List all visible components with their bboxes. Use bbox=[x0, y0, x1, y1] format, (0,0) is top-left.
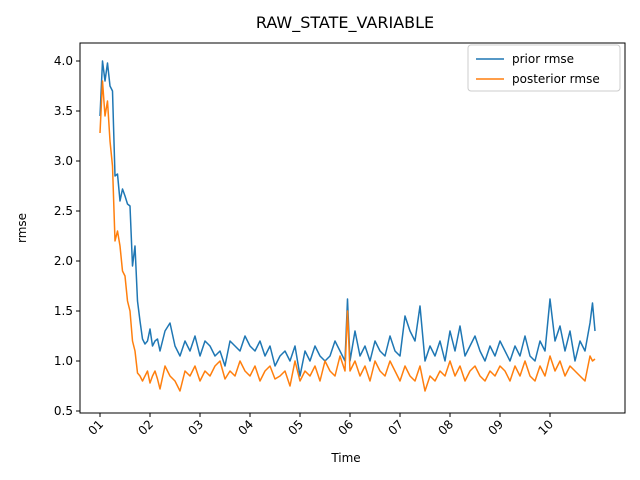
series-line-prior-rmse bbox=[99, 60, 596, 377]
x-tick-label: 05 bbox=[285, 417, 306, 438]
x-tick-label: 02 bbox=[135, 417, 156, 438]
series-layer bbox=[99, 60, 596, 392]
y-axis: 0.5 1.0 1.5 2.0 2.5 3.0 3.5 4.0 bbox=[54, 54, 80, 418]
y-axis-label: rmse bbox=[15, 213, 29, 243]
y-tick-label: 1.0 bbox=[54, 354, 73, 368]
series-line-posterior-rmse bbox=[99, 80, 596, 392]
x-tick-label: 01 bbox=[85, 417, 106, 438]
y-tick-label: 4.0 bbox=[54, 54, 73, 68]
plot-area bbox=[79, 42, 626, 414]
y-tick-label: 2.0 bbox=[54, 254, 73, 268]
x-tick-label: 03 bbox=[185, 417, 206, 438]
y-tick-label: 0.5 bbox=[54, 404, 73, 418]
legend: prior rmse posterior rmse bbox=[467, 44, 621, 92]
legend-box bbox=[467, 44, 621, 92]
x-axis: 01 02 03 04 05 06 07 08 09 10 bbox=[85, 413, 556, 438]
x-tick-label: 08 bbox=[435, 417, 456, 438]
x-axis-label: Time bbox=[330, 451, 360, 465]
x-tick-label: 07 bbox=[385, 417, 406, 438]
y-tick-label: 1.5 bbox=[54, 304, 73, 318]
x-tick-label: 09 bbox=[485, 417, 506, 438]
y-tick-label: 3.5 bbox=[54, 104, 73, 118]
legend-entry-label: posterior rmse bbox=[512, 72, 600, 86]
y-tick-label: 2.5 bbox=[54, 204, 73, 218]
x-tick-label: 04 bbox=[235, 417, 256, 438]
y-tick-label: 3.0 bbox=[54, 154, 73, 168]
x-tick-label: 10 bbox=[535, 417, 556, 438]
chart-title: RAW_STATE_VARIABLE bbox=[256, 13, 434, 33]
x-tick-label: 06 bbox=[335, 417, 356, 438]
legend-entry-label: prior rmse bbox=[512, 52, 574, 66]
